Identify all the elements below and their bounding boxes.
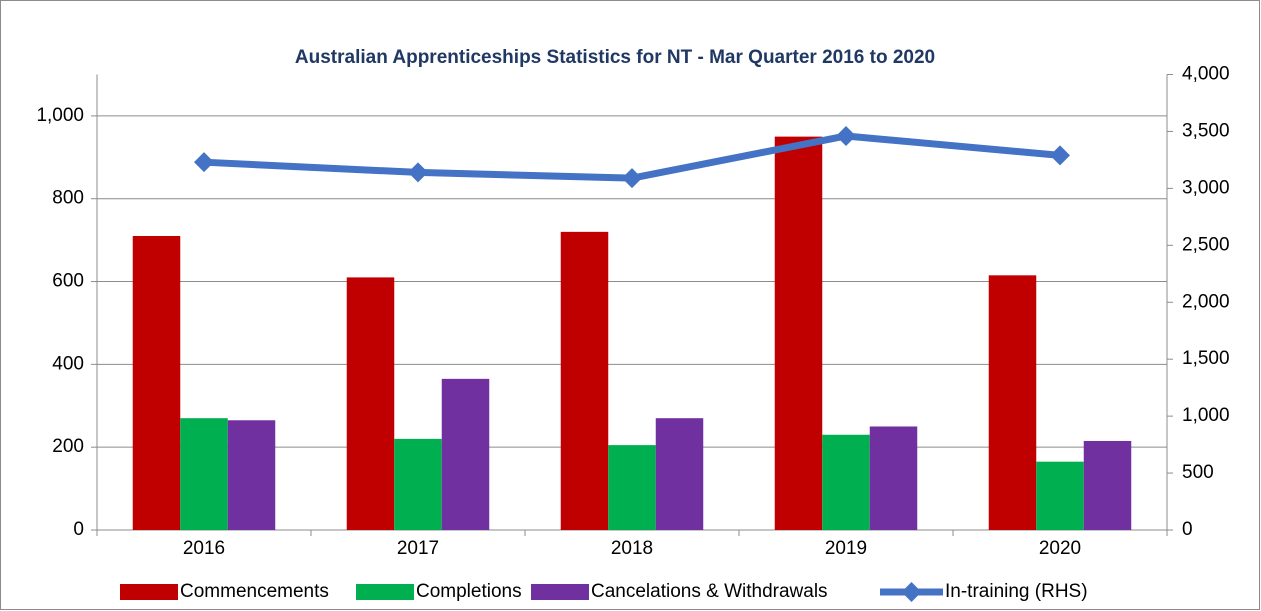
bar bbox=[988, 275, 1037, 530]
legend-swatch bbox=[901, 582, 922, 602]
x-tick-label: 2020 bbox=[1039, 538, 1081, 559]
y2-tick-label: 500 bbox=[1182, 462, 1214, 483]
y2-tick-label: 2,000 bbox=[1182, 291, 1230, 312]
bar bbox=[1083, 440, 1132, 530]
y2-tick-label: 0 bbox=[1182, 519, 1193, 540]
bar bbox=[1036, 461, 1084, 530]
y2-tick-label: 4,000 bbox=[1182, 64, 1230, 85]
marker bbox=[622, 168, 642, 189]
y-tick-label: 800 bbox=[52, 188, 84, 209]
bar bbox=[822, 434, 870, 530]
legend-label: Cancelations & Withdrawals bbox=[591, 581, 828, 602]
y2-tick-label: 1,500 bbox=[1182, 348, 1230, 369]
y2-tick-label: 3,500 bbox=[1182, 120, 1230, 141]
bar bbox=[869, 426, 918, 530]
x-tick-label: 2019 bbox=[825, 538, 867, 559]
y-tick-label: 600 bbox=[52, 271, 84, 292]
y2-tick-label: 1,000 bbox=[1182, 405, 1230, 426]
y-tick-label: 400 bbox=[52, 353, 84, 374]
legend-label: In-training (RHS) bbox=[945, 581, 1088, 602]
legend-label: Completions bbox=[416, 581, 522, 602]
bar bbox=[560, 231, 609, 530]
marker bbox=[194, 152, 214, 173]
y2-tick-label: 2,500 bbox=[1182, 234, 1230, 255]
bar bbox=[608, 445, 656, 530]
bar bbox=[774, 136, 823, 530]
marker bbox=[836, 125, 856, 146]
bar bbox=[346, 277, 395, 530]
y-tick-label: 1,000 bbox=[36, 105, 84, 126]
x-tick-label: 2017 bbox=[397, 538, 439, 559]
marker bbox=[1050, 145, 1070, 166]
y-tick-label: 0 bbox=[73, 519, 84, 540]
bar bbox=[394, 438, 442, 530]
bar bbox=[180, 418, 228, 530]
y2-tick-label: 3,000 bbox=[1182, 177, 1230, 198]
marker bbox=[408, 162, 428, 183]
legend-label: Commencements bbox=[180, 581, 329, 602]
bar bbox=[227, 420, 276, 530]
x-tick-label: 2016 bbox=[183, 538, 225, 559]
legend-swatch bbox=[120, 584, 178, 600]
chart-title: Australian Apprenticeships Statistics fo… bbox=[295, 47, 935, 68]
bar bbox=[441, 378, 490, 530]
x-tick-label: 2018 bbox=[611, 538, 653, 559]
bar bbox=[655, 418, 704, 530]
bar bbox=[132, 235, 181, 530]
y-tick-label: 200 bbox=[52, 436, 84, 457]
legend-swatch bbox=[531, 584, 589, 600]
legend-swatch bbox=[356, 584, 414, 600]
